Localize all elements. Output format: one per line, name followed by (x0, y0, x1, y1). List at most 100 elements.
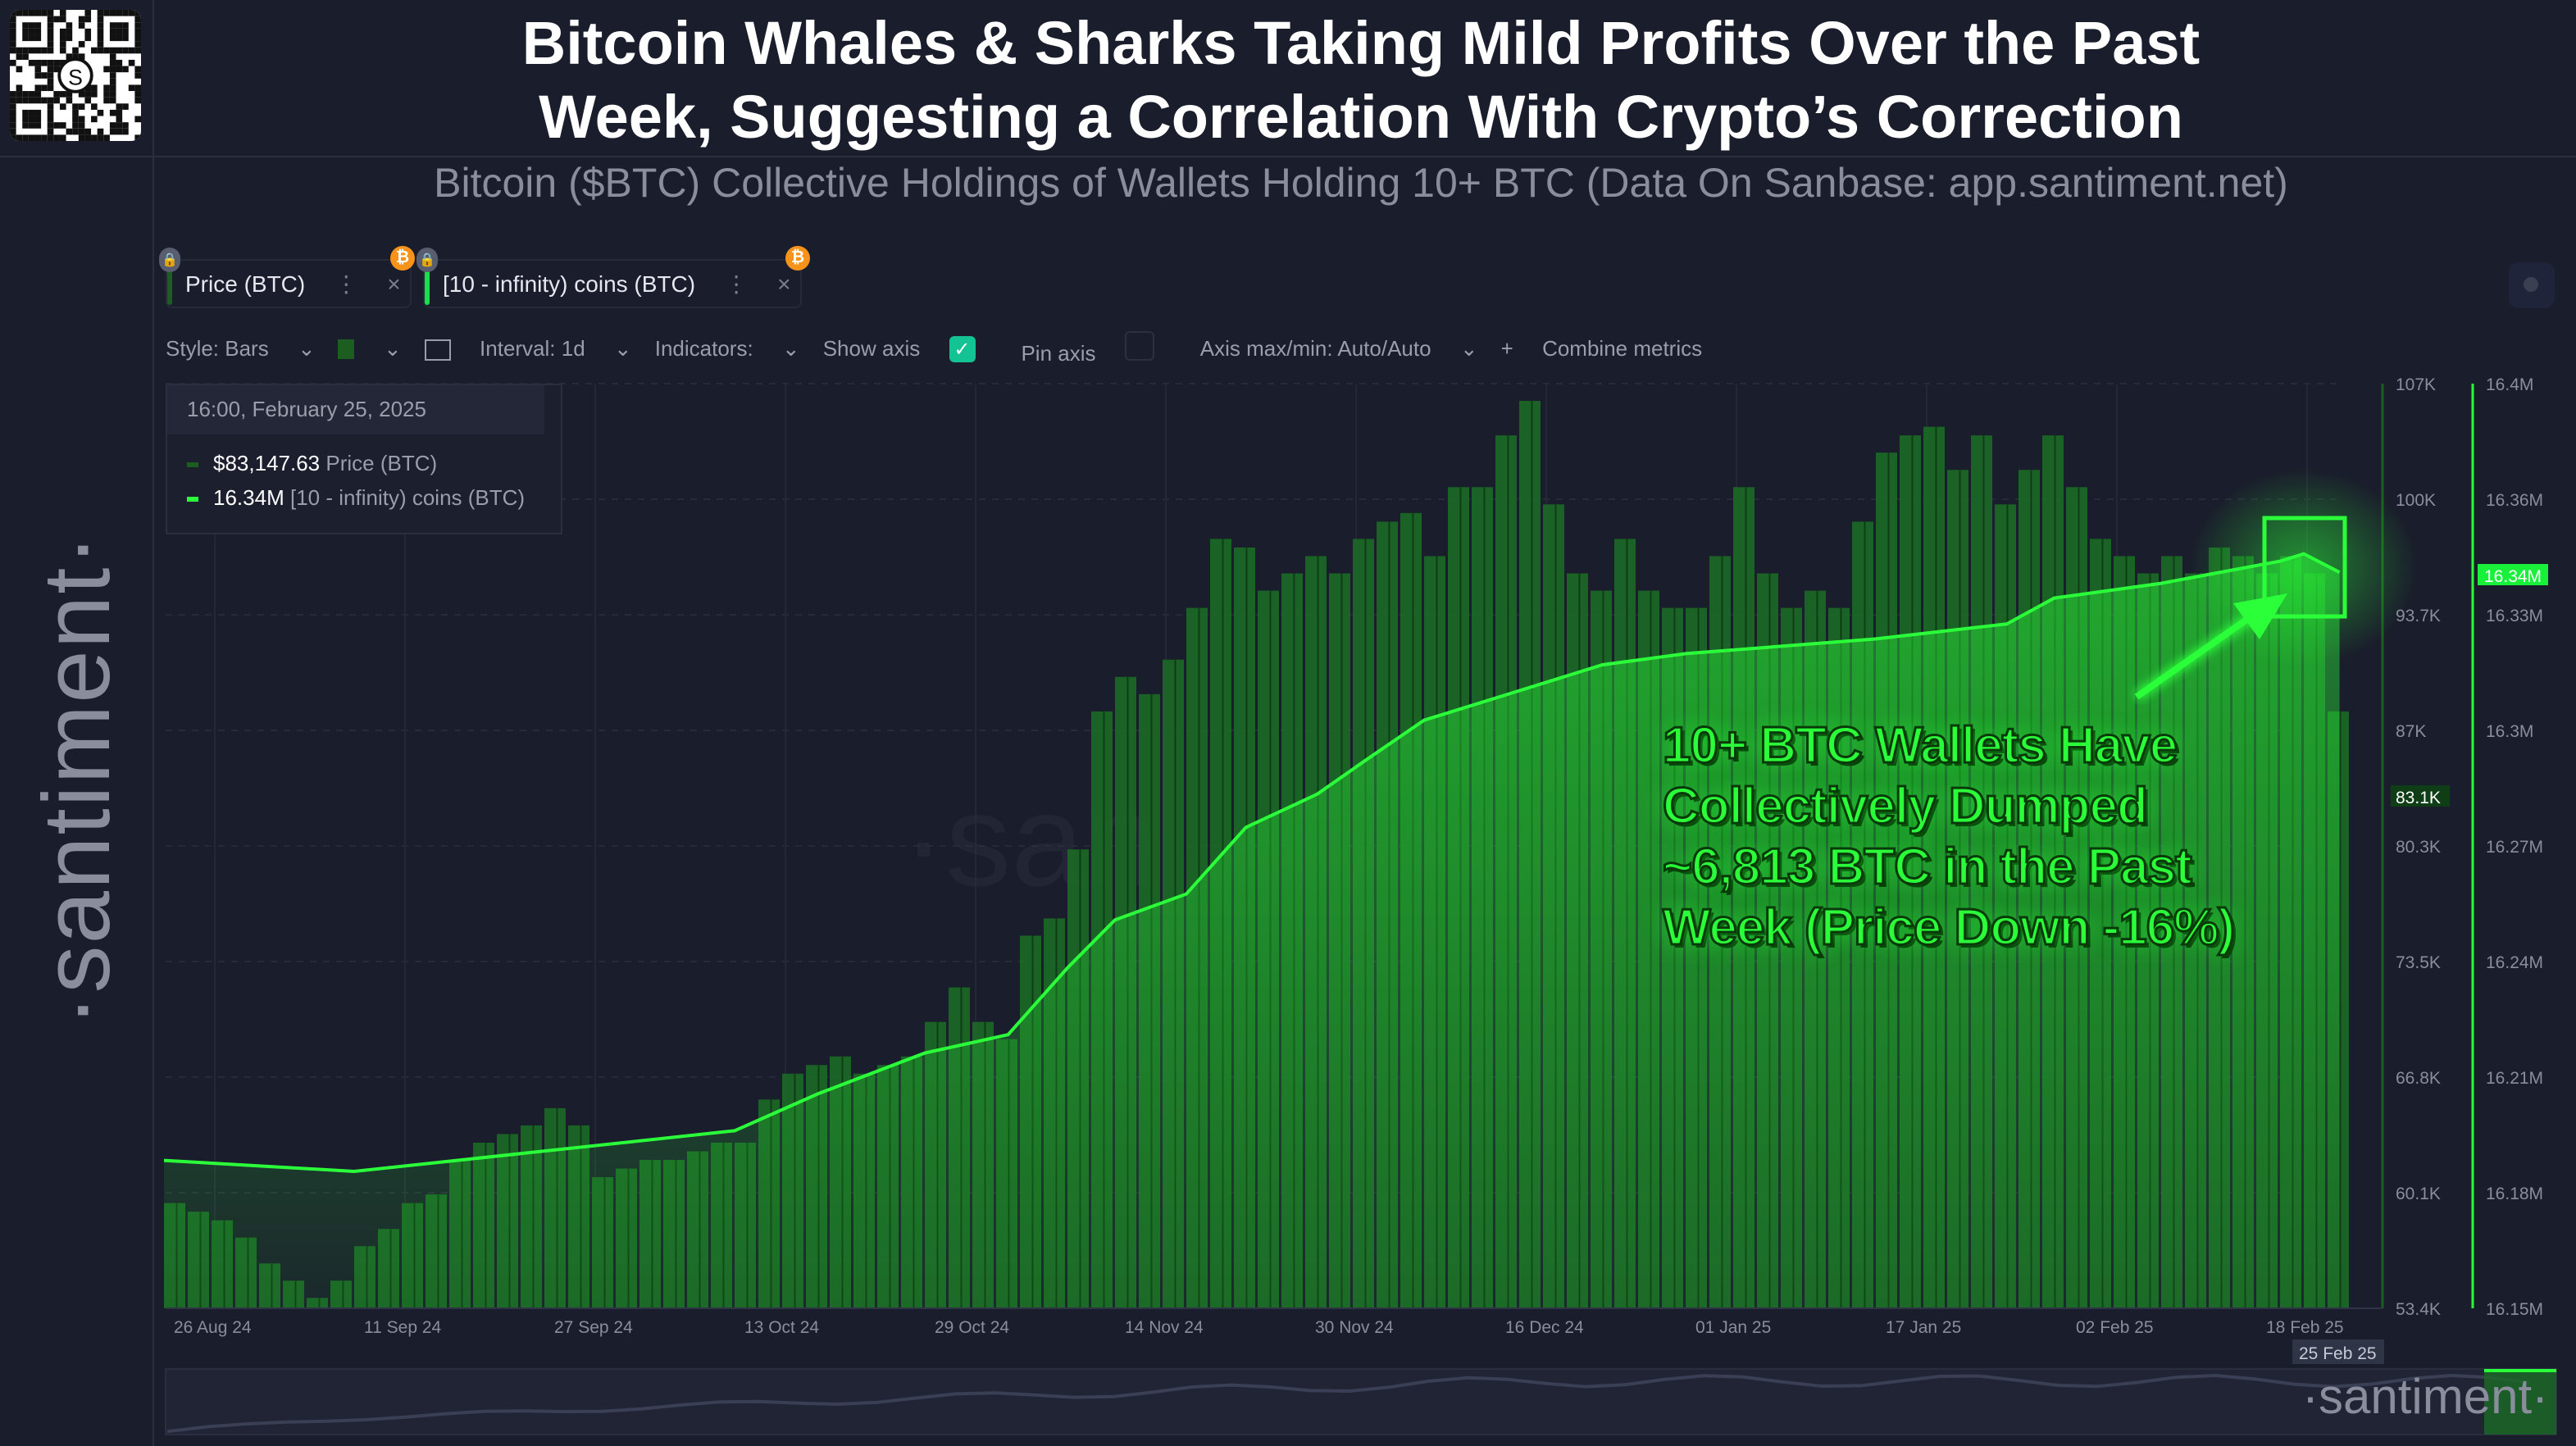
price-tick-label: 60.1K (2396, 1185, 2441, 1203)
lock-icon: 🔒 (159, 248, 180, 272)
qr-module (34, 10, 42, 16)
more-icon[interactable]: ⋮ (335, 270, 358, 296)
qr-module (34, 72, 42, 79)
qr-module (84, 28, 92, 35)
qr-module (47, 41, 54, 48)
show-axis-toggle[interactable]: Show axis ✓ (823, 335, 999, 362)
qr-module (72, 128, 79, 135)
qr-module (10, 47, 16, 54)
qr-module (91, 103, 98, 110)
qr-logo-text: S (68, 65, 83, 89)
interval-dropdown[interactable]: Interval: 1d ⌄ (424, 335, 632, 362)
qr-module (10, 91, 16, 98)
price-tick-label: 73.5K (2396, 953, 2441, 972)
qr-module (47, 47, 54, 54)
qr-module (22, 22, 29, 29)
dot-icon (2524, 277, 2538, 292)
qr-module (109, 47, 116, 54)
close-icon[interactable]: × (777, 271, 791, 297)
qr-module (59, 122, 66, 129)
holdings-tick-label: 16.15M (2486, 1300, 2543, 1319)
tab-price[interactable]: Price (BTC) ⋮ × (166, 259, 412, 308)
holdings-swatch (187, 497, 198, 502)
qr-module (53, 134, 60, 141)
more-icon[interactable]: ⋮ (725, 270, 749, 296)
holdings-tick-label: 16.18M (2486, 1185, 2543, 1203)
qr-module (134, 16, 141, 23)
qr-module (109, 22, 116, 29)
qr-module (41, 134, 48, 141)
qr-module (122, 28, 129, 35)
qr-module (72, 103, 79, 110)
qr-module (34, 84, 42, 92)
qr-logo (57, 57, 93, 93)
qr-module (109, 128, 116, 135)
qr-module (116, 122, 123, 129)
qr-module (97, 41, 104, 48)
holdings-area (164, 553, 2340, 1308)
qr-module (66, 53, 73, 60)
qr-module (10, 28, 16, 35)
indicators-dropdown[interactable]: Indicators: ⌄ (654, 335, 800, 360)
checkbox-unchecked-icon[interactable] (1124, 331, 1154, 361)
qr-module (134, 72, 141, 79)
qr-module (109, 109, 116, 116)
combine-metrics-button[interactable]: + Combine metrics (1501, 336, 1726, 361)
qr-module (10, 22, 16, 29)
holdings-tick-label: 16.4M (2486, 375, 2533, 394)
qr-module (116, 47, 123, 54)
qr-module (91, 47, 98, 54)
qr-module (78, 122, 85, 129)
header: S Bitcoin Whales & Sharks Taking Mild Pr… (0, 0, 2576, 157)
qr-module (10, 34, 16, 42)
qr-module (116, 109, 123, 116)
close-icon[interactable]: × (387, 271, 401, 297)
qr-module (116, 116, 123, 123)
qr-module (91, 91, 98, 98)
qr-module (34, 22, 42, 29)
annotation-line: Collectively Dumped (1661, 776, 2149, 836)
tooltip: 16:00, February 25, 2025 $83,147.63 Pric… (166, 384, 562, 534)
color-dropdown[interactable]: ⌄ (338, 335, 402, 362)
pin-axis-toggle[interactable]: Pin axis (1021, 331, 1176, 366)
style-label: Style: Bars (166, 335, 269, 360)
qr-module (34, 116, 42, 123)
qr-module (47, 122, 54, 129)
qr-module (47, 97, 54, 104)
qr-module (28, 22, 35, 29)
checkbox-checked-icon[interactable]: ✓ (949, 335, 976, 362)
qr-module (10, 109, 16, 116)
title-line-1: Bitcoin Whales & Sharks Taking Mild Prof… (521, 10, 2201, 77)
qr-module (122, 22, 129, 29)
qr-module (128, 59, 135, 66)
qr-module (116, 103, 123, 110)
qr-module (122, 103, 129, 110)
qr-module (41, 97, 48, 104)
qr-module (84, 97, 92, 104)
price-tick-label: 87K (2396, 722, 2426, 741)
qr-module (53, 59, 60, 66)
show-axis-label: Show axis (822, 335, 921, 360)
qr-module (109, 78, 116, 85)
qr-module (109, 34, 116, 42)
qr-module (97, 16, 104, 23)
qr-module (28, 28, 35, 35)
tooltip-holdings-label: [10 - infinity) coins (BTC) (290, 485, 526, 510)
qr-module (134, 22, 141, 29)
tab-holdings[interactable]: [10 - infinity) coins (BTC) ⋮ × (423, 259, 803, 308)
qr-module (97, 34, 104, 42)
qr-module (22, 116, 29, 123)
qr-module (59, 91, 66, 98)
qr-module (66, 97, 73, 104)
settings-button[interactable] (2509, 262, 2555, 308)
tooltip-price-row: $83,147.63 Price (BTC) (167, 451, 544, 475)
qr-module (22, 53, 29, 60)
qr-module (47, 128, 54, 135)
qr-module (66, 28, 73, 35)
style-dropdown[interactable]: Style: Bars ⌄ (166, 335, 316, 360)
axis-minmax-dropdown[interactable]: Axis max/min: Auto/Auto ⌄ (1199, 335, 1478, 360)
qr-module (84, 134, 92, 141)
qr-module (78, 91, 85, 98)
qr-module (28, 134, 35, 141)
